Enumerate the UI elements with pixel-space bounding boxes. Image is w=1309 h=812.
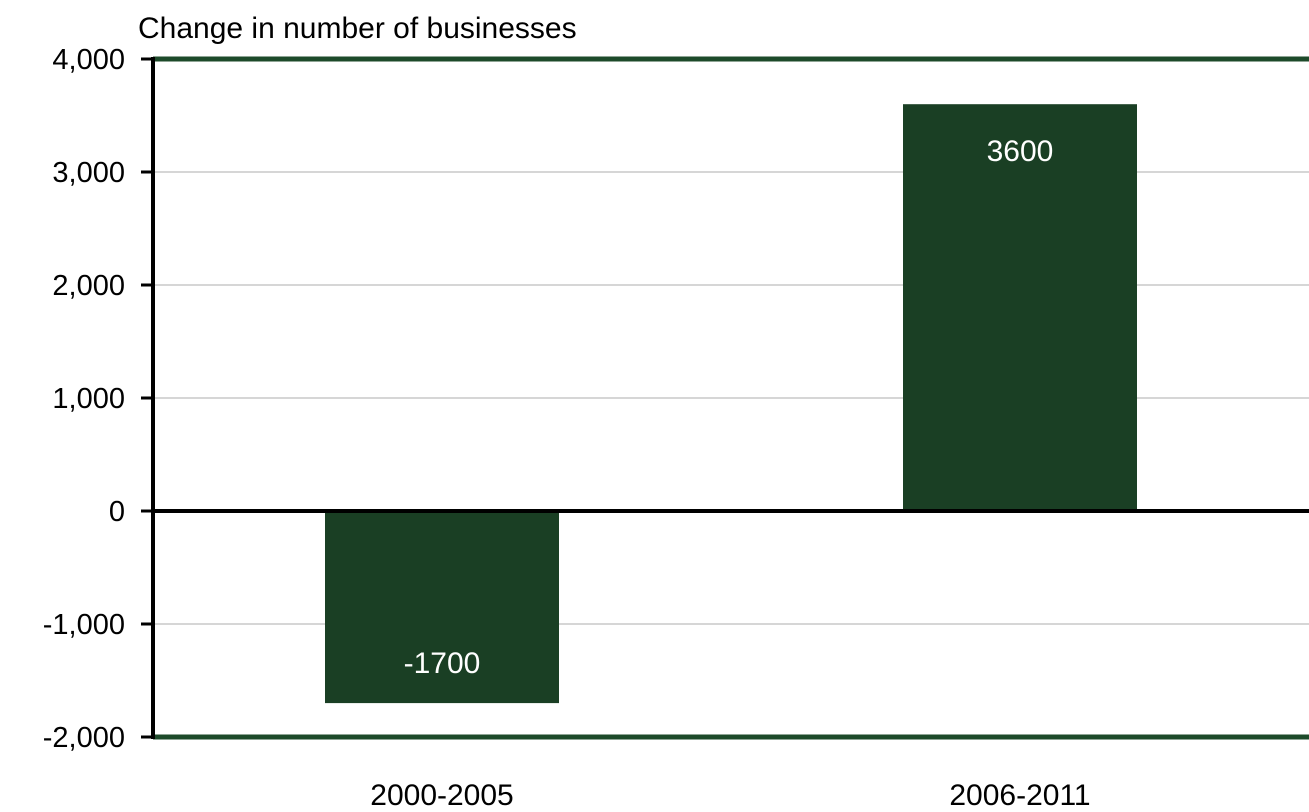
bar-data-label: -1700	[404, 647, 481, 680]
y-tick-label: 0	[109, 496, 125, 528]
bar-2006-2011	[903, 104, 1137, 511]
y-axis-title: Change in number of businesses	[138, 12, 577, 45]
y-tick-label: 3,000	[52, 157, 125, 189]
bar-data-label: 3600	[987, 135, 1054, 168]
y-tick-labels: 4,000 3,000 2,000 1,000 0 -1,000 -2,000	[43, 44, 125, 754]
y-tick-label: 4,000	[52, 44, 125, 76]
y-tick-label: 1,000	[52, 383, 125, 415]
plot-frame	[153, 56, 1309, 740]
bar-data-labels: -1700 3600	[404, 135, 1054, 680]
category-label: 2000-2005	[370, 779, 513, 812]
category-labels: 2000-2005 2006-2011	[370, 779, 1090, 812]
bars	[325, 104, 1137, 704]
y-tick-label: 2,000	[52, 270, 125, 302]
category-label: 2006-2011	[949, 779, 1090, 812]
bar-2000-2005	[325, 511, 559, 704]
axes	[141, 57, 1309, 739]
y-tick-label: -2,000	[43, 722, 125, 754]
y-tick-label: -1,000	[43, 609, 125, 641]
